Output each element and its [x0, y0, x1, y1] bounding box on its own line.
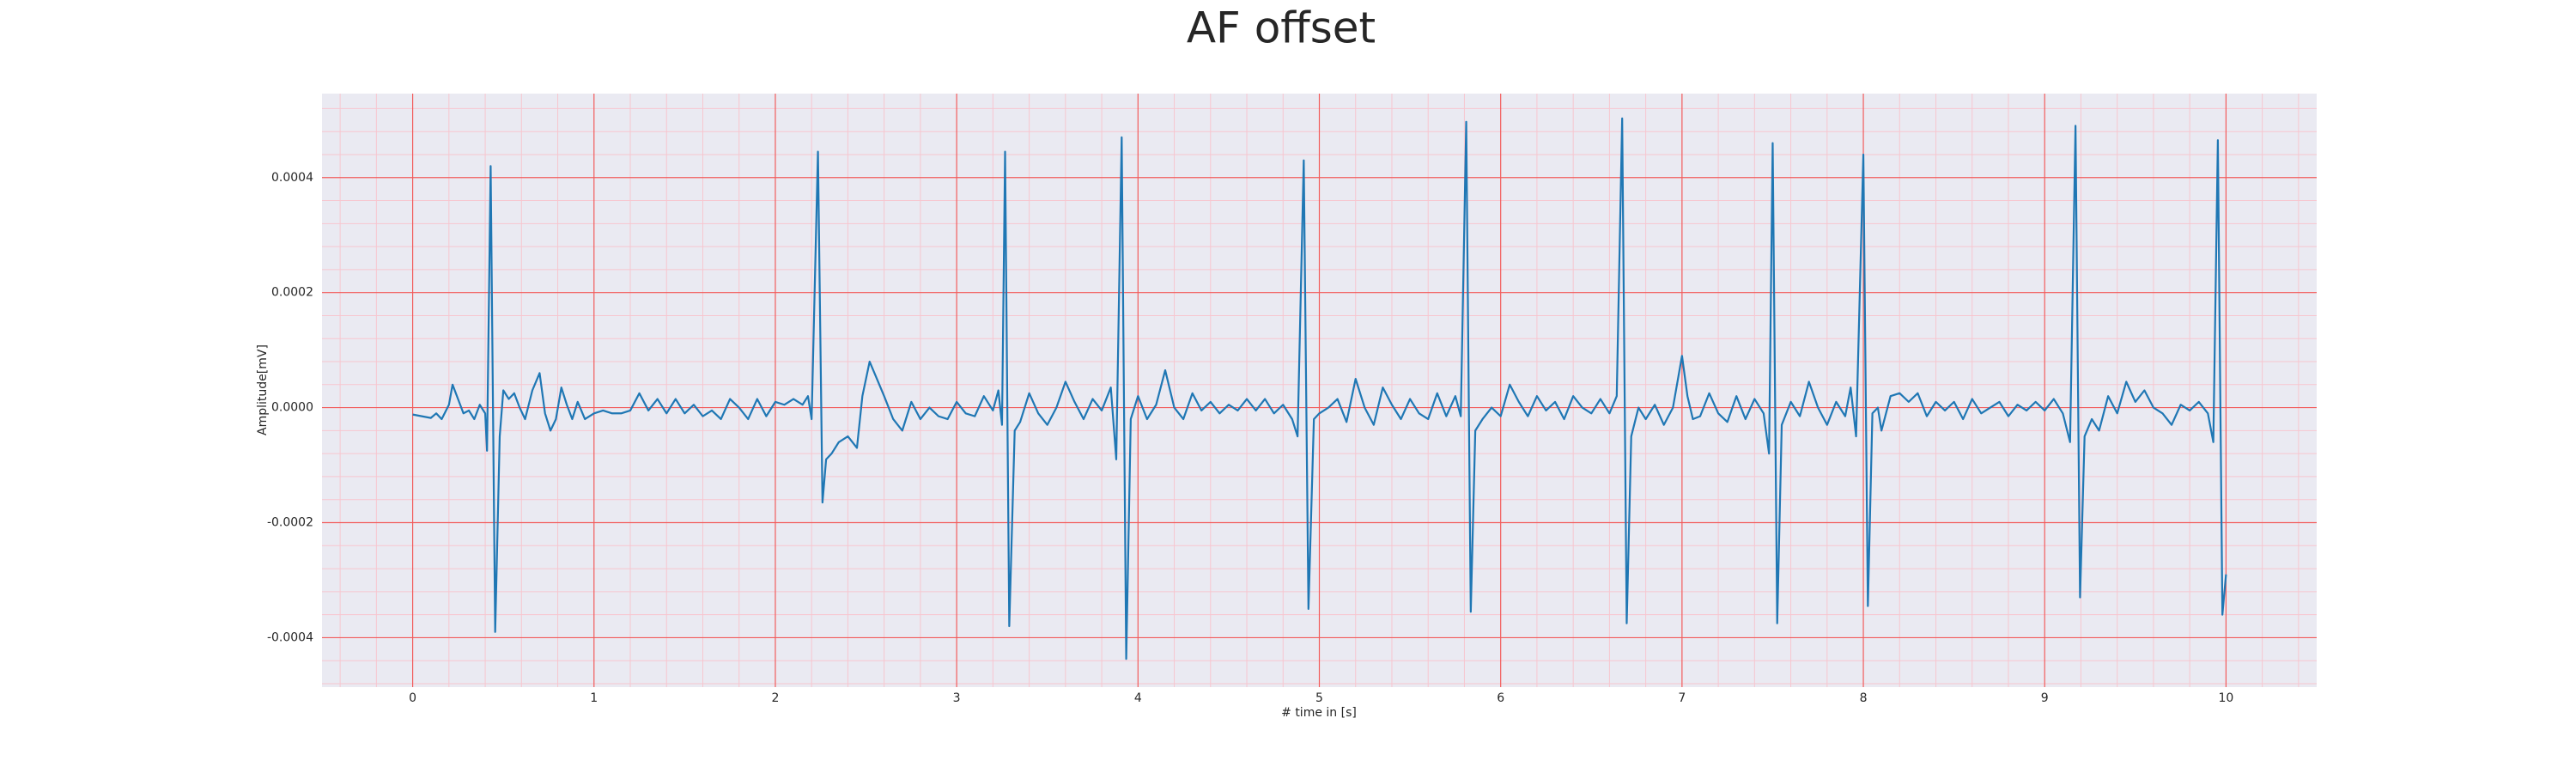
y-tick-label: 0.0000 — [271, 401, 313, 415]
x-tick-label: 1 — [590, 691, 598, 705]
x-tick-label: 7 — [1678, 691, 1686, 705]
x-tick-label: 2 — [771, 691, 779, 705]
x-tick-label: 6 — [1497, 691, 1504, 705]
x-tick-label: 8 — [1860, 691, 1868, 705]
x-axis-label: # time in [s] — [1281, 706, 1357, 720]
x-tick-label: 0 — [409, 691, 416, 705]
x-tick-label: 10 — [2218, 691, 2233, 705]
y-tick-label: -0.0002 — [267, 516, 313, 530]
chart-title: AF offset — [1187, 3, 1376, 53]
x-tick-label: 9 — [2041, 691, 2049, 705]
y-tick-label: 0.0004 — [271, 171, 313, 185]
y-axis-label: Amplitude[mV] — [256, 344, 270, 435]
y-tick-label: -0.0004 — [267, 630, 313, 644]
x-tick-label: 3 — [953, 691, 961, 705]
x-tick-label: 5 — [1315, 691, 1323, 705]
x-tick-label: 4 — [1134, 691, 1142, 705]
y-tick-label: 0.0002 — [271, 286, 313, 300]
signal-line — [412, 117, 2227, 660]
